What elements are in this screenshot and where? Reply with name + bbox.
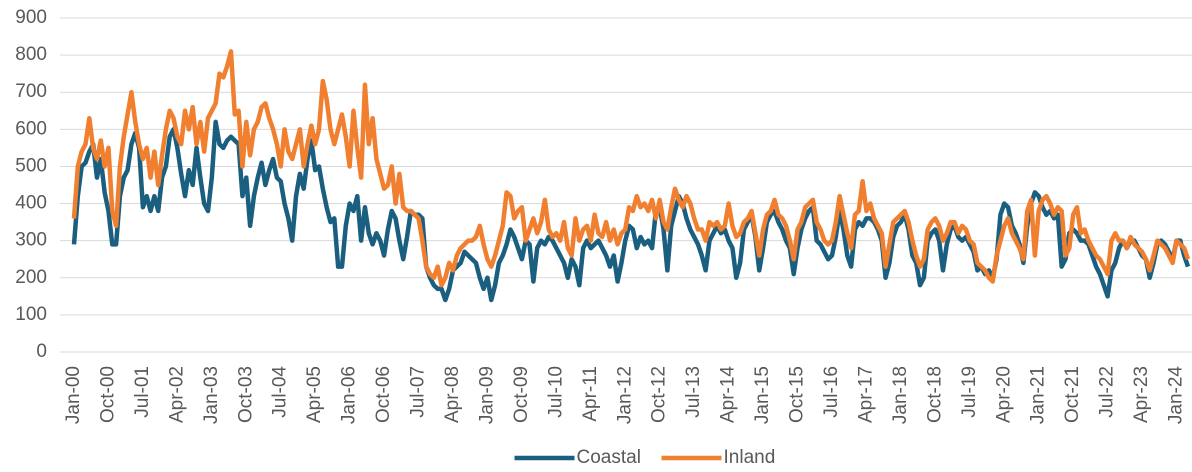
x-tick-label: Jan-18 [890, 366, 911, 424]
legend-label: Coastal [577, 447, 641, 468]
x-tick-label: Jul-07 [408, 366, 429, 418]
x-tick-label: Jan-24 [1166, 366, 1187, 425]
x-tick-label: Jul-04 [270, 366, 291, 418]
x-tick-label: Oct-00 [97, 366, 118, 423]
x-tick-label: Jul-13 [683, 366, 704, 418]
x-tick-label: Jan-00 [63, 366, 84, 424]
x-tick-label: Oct-18 [924, 366, 945, 423]
x-tick-label: Apr-17 [855, 366, 876, 423]
x-tick-label: Jan-15 [752, 366, 773, 424]
x-tick-label: Apr-14 [718, 366, 739, 423]
y-tick-label: 200 [15, 267, 47, 288]
x-tick-label: Jul-10 [545, 366, 566, 418]
x-tick-label: Oct-09 [511, 366, 532, 423]
y-tick-label: 700 [15, 81, 47, 102]
series-line [71, 49, 1191, 288]
x-tick-label: Jan-21 [1028, 366, 1049, 424]
x-tick-label: Apr-08 [442, 366, 463, 423]
x-tick-label: Jan-06 [339, 366, 360, 424]
x-tick-label: Apr-11 [580, 366, 601, 422]
y-tick-label: 300 [15, 230, 47, 251]
x-tick-label: Oct-06 [373, 366, 394, 423]
y-tick-label: 800 [15, 44, 47, 65]
x-tick-label: Oct-21 [1062, 366, 1083, 423]
y-tick-label: 900 [15, 7, 47, 28]
y-tick-label: 100 [15, 304, 47, 325]
x-tick-label: Oct-15 [787, 366, 808, 423]
x-tick-label: Apr-20 [993, 366, 1014, 423]
x-tick-label: Jan-03 [201, 366, 222, 424]
x-tick-label: Jan-09 [476, 366, 497, 424]
y-tick-label: 600 [15, 118, 47, 139]
x-tick-label: Jul-01 [132, 366, 153, 418]
x-tick-label: Jul-22 [1097, 366, 1118, 418]
x-tick-label: Apr-02 [166, 366, 187, 423]
x-tick-label: Jan-12 [614, 366, 635, 424]
x-tick-label: Apr-05 [304, 366, 325, 423]
y-tick-label: 0 [36, 341, 47, 362]
x-tick-label: Oct-03 [235, 366, 256, 423]
x-tick-label: Oct-12 [649, 366, 670, 423]
y-tick-label: 500 [15, 155, 47, 176]
x-tick-label: Jul-16 [821, 366, 842, 418]
series-line [71, 119, 1191, 303]
y-tick-label: 400 [15, 193, 47, 214]
x-tick-label: Apr-23 [1131, 366, 1152, 423]
x-tick-label: Jul-19 [959, 366, 980, 418]
legend-label: Inland [724, 447, 776, 468]
